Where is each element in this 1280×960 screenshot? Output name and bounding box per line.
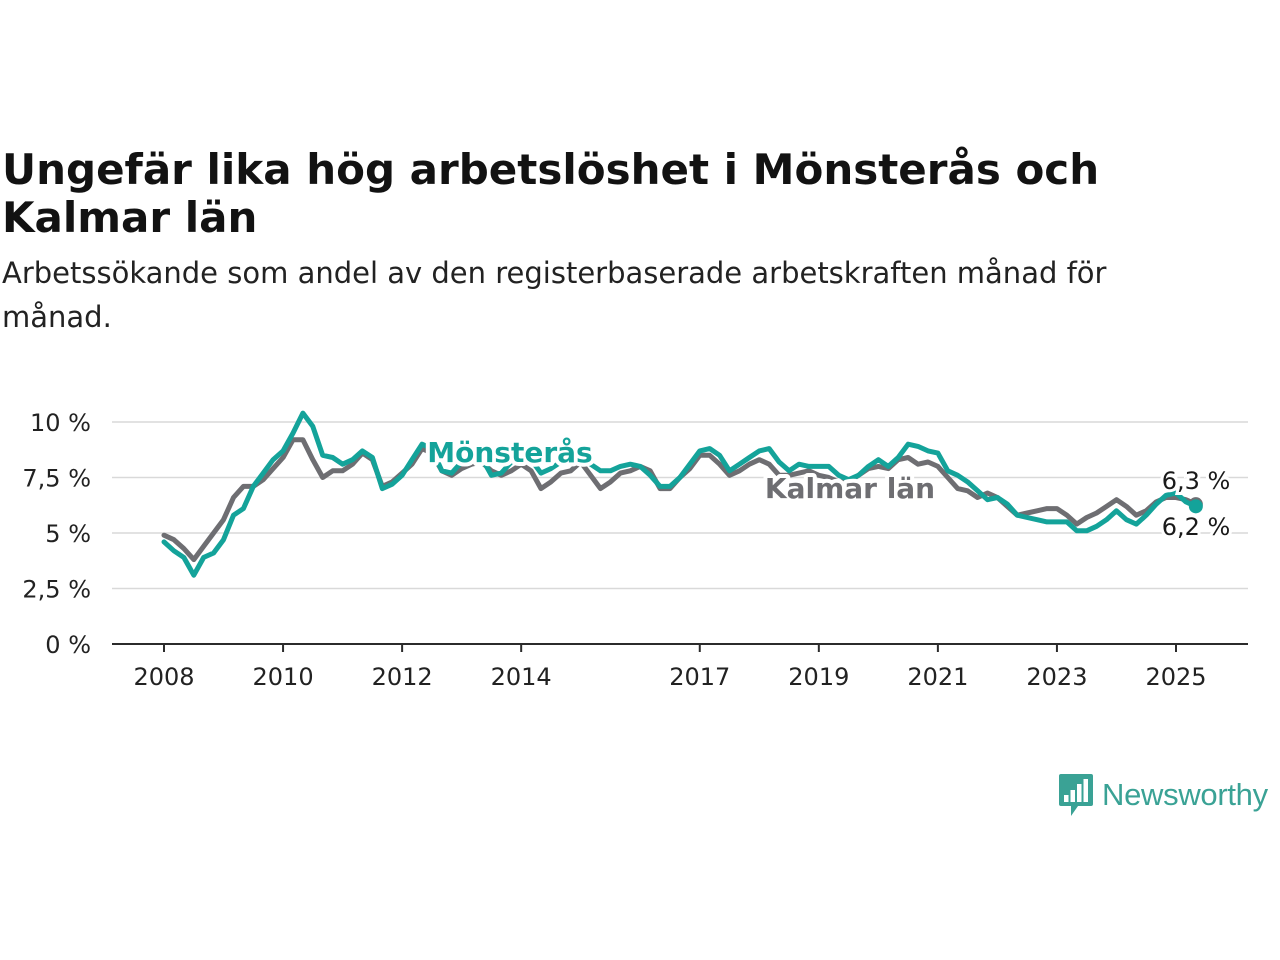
series-label-monsteras: Mönsterås — [427, 436, 592, 469]
newsworthy-brand: Newsworthy — [1058, 772, 1268, 818]
newsworthy-logo-icon — [1059, 774, 1093, 816]
series-end-point — [1188, 499, 1203, 514]
x-tick-label: 2008 — [133, 663, 194, 691]
x-tick-label: 2012 — [372, 663, 433, 691]
end-value-label-kalmar-lan: 6,3 % — [1162, 467, 1231, 495]
y-tick-label: 2,5 % — [22, 576, 91, 604]
y-tick-label: 7,5 % — [22, 465, 91, 493]
y-axis-ticks: 0 % 2,5 % 5 % 7,5 % 10 % — [22, 409, 91, 659]
x-tick-label: 2017 — [669, 663, 730, 691]
chart-subtitle: Arbetssökande som andel av den registerb… — [2, 256, 1107, 334]
x-tick-label: 2019 — [788, 663, 849, 691]
series-lines — [161, 410, 1203, 578]
x-tick-label: 2021 — [907, 663, 968, 691]
series-labels: Mönsterås Kalmar län 6,3 % 6,2 % — [423, 432, 1233, 544]
gridlines — [112, 421, 1248, 590]
series-line-kalmar-lan — [161, 437, 1199, 563]
brand-name: Newsworthy — [1102, 777, 1268, 812]
x-axis: 2008 2010 2012 2014 2017 2019 2021 2023 2025 — [112, 643, 1248, 691]
x-tick-label: 2014 — [491, 663, 552, 691]
chart-title: Ungefär lika hög arbetslöshet i Mönsterå… — [2, 145, 1100, 242]
x-tick-label: 2025 — [1145, 663, 1206, 691]
x-tick-label: 2010 — [253, 663, 314, 691]
y-tick-label: 0 % — [45, 631, 91, 659]
series-line-monsteras — [161, 410, 1199, 578]
y-tick-label: 5 % — [45, 520, 91, 548]
end-value-label-monsteras: 6,2 % — [1162, 513, 1231, 541]
y-tick-label: 10 % — [30, 409, 91, 437]
series-label-kalmar-lan: Kalmar län — [765, 472, 935, 505]
x-tick-label: 2023 — [1026, 663, 1087, 691]
